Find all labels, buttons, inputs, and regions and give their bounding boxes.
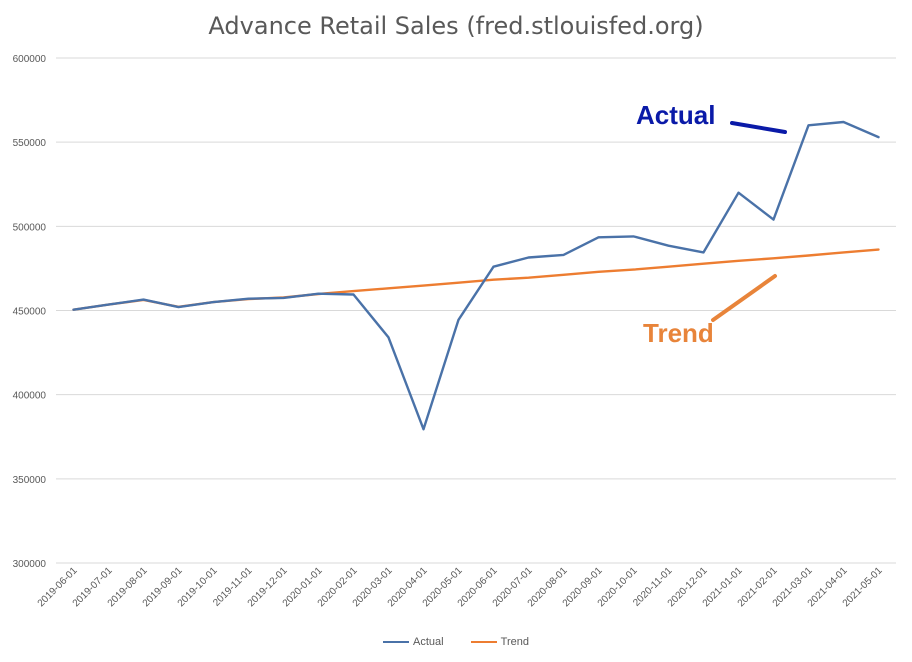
legend-label-actual: Actual [413, 636, 444, 648]
y-tick-label: 500000 [13, 222, 47, 233]
series-line-actual [72, 120, 880, 431]
gridlines [56, 57, 896, 564]
legend-swatch-actual [383, 641, 410, 643]
y-tick-label: 450000 [13, 307, 47, 318]
y-axis-ticks: 300000 350000 400000 450000 500000 550000 6000… [13, 54, 47, 570]
legend-label-trend: Trend [500, 636, 529, 648]
y-tick-label: 300000 [13, 559, 47, 570]
annotation-arrow-trend [711, 274, 777, 322]
legend-item-actual: Actual [383, 636, 444, 648]
annotation-arrow-actual [730, 121, 787, 134]
annotation-arrows [711, 121, 787, 322]
legend-item-trend: Trend [470, 636, 529, 648]
annotation-actual: Actual [636, 100, 716, 130]
series-lines [72, 120, 880, 431]
legend: Actual Trend [0, 634, 912, 648]
y-tick-label: 550000 [13, 138, 47, 149]
y-tick-label: 600000 [13, 54, 47, 65]
x-axis-ticks: 2019-06-012019-07-012019-08-012019-09-01… [36, 565, 885, 609]
annotation-trend: Trend [643, 318, 714, 348]
series-line-trend [72, 248, 880, 311]
y-tick-label: 400000 [13, 391, 47, 402]
legend-swatch-trend [470, 641, 497, 643]
y-tick-label: 350000 [13, 475, 47, 486]
chart-title: Advance Retail Sales (fred.stlouisfed.or… [208, 12, 704, 40]
